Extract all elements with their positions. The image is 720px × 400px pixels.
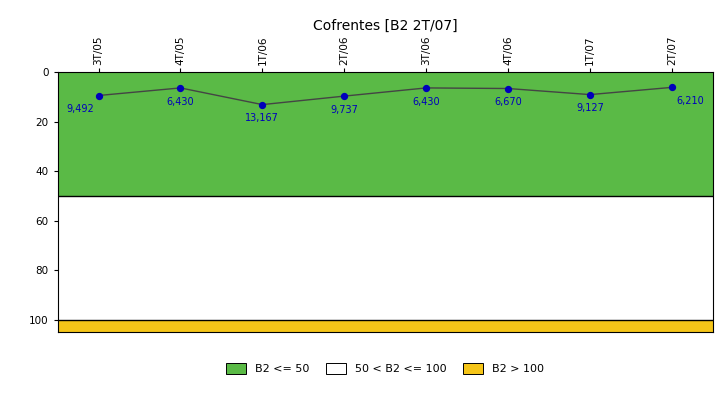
Text: 9,127: 9,127: [576, 103, 604, 113]
Text: 6,210: 6,210: [676, 96, 703, 106]
Point: [256, 102, 268, 108]
Text: 9,737: 9,737: [330, 105, 358, 115]
Point: [338, 93, 350, 99]
Point: [175, 85, 186, 91]
Text: 6,670: 6,670: [494, 97, 522, 107]
Point: [666, 84, 678, 90]
Text: 9,492: 9,492: [67, 104, 94, 114]
Bar: [58, 196, 713, 320]
Bar: [58, 320, 713, 332]
Text: 6,430: 6,430: [413, 96, 440, 106]
Legend: B2 <= 50, 50 < B2 <= 100, B2 > 100: B2 <= 50, 50 < B2 <= 100, B2 > 100: [222, 358, 549, 379]
Bar: [58, 72, 713, 196]
Title: Cofrentes [B2 2T/07]: Cofrentes [B2 2T/07]: [313, 19, 457, 33]
Point: [420, 85, 432, 91]
Point: [93, 92, 104, 99]
Point: [503, 85, 514, 92]
Point: [584, 92, 595, 98]
Text: 13,167: 13,167: [246, 113, 279, 123]
Text: 6,430: 6,430: [166, 96, 194, 106]
